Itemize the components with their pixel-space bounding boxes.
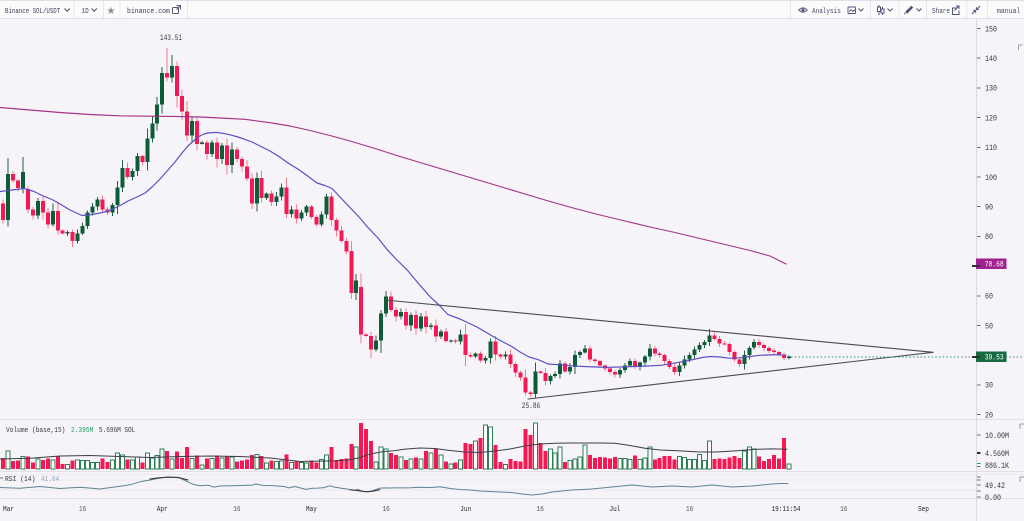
svg-text:manual: manual (997, 8, 1020, 16)
svg-text:16: 16 (537, 506, 545, 514)
svg-text:0.00: 0.00 (985, 494, 1001, 503)
svg-text:Apr: Apr (157, 506, 168, 514)
svg-text:10.00M: 10.00M (985, 432, 1009, 441)
svg-text:25.86: 25.86 (522, 402, 541, 411)
svg-text:Jul: Jul (610, 506, 621, 514)
svg-text:16: 16 (382, 506, 390, 514)
svg-text:110: 110 (985, 144, 997, 153)
svg-text:Volume (base,15): Volume (base,15) (6, 427, 65, 435)
svg-text:Jun: Jun (460, 506, 471, 514)
svg-text:150: 150 (985, 25, 997, 34)
svg-text:100: 100 (985, 174, 997, 183)
svg-text:Binance SOL/USDT: Binance SOL/USDT (5, 8, 60, 16)
svg-text:20: 20 (985, 411, 993, 420)
svg-text:May: May (306, 506, 317, 514)
svg-text:143.51: 143.51 (160, 34, 182, 43)
svg-text:2.395M: 2.395M (71, 427, 94, 435)
svg-text:16: 16 (686, 506, 694, 514)
svg-text:Analysis: Analysis (812, 8, 841, 16)
svg-text:RSI (14): RSI (14) (5, 476, 35, 484)
svg-text:50: 50 (985, 322, 993, 331)
svg-text:16: 16 (79, 506, 87, 514)
svg-text:120: 120 (985, 114, 997, 123)
svg-text:39.53: 39.53 (985, 354, 1004, 363)
svg-text:60: 60 (985, 293, 993, 302)
svg-text:886.1K: 886.1K (985, 462, 1009, 471)
svg-text:Mar: Mar (3, 506, 14, 514)
svg-text:16: 16 (233, 506, 241, 514)
svg-text:Sep: Sep (918, 506, 929, 514)
svg-text:5.696M SOL: 5.696M SOL (99, 427, 136, 435)
svg-text:70.68: 70.68 (985, 261, 1004, 270)
svg-text:41.84: 41.84 (41, 476, 60, 484)
svg-text:1D: 1D (82, 8, 89, 16)
svg-text:80: 80 (985, 233, 993, 242)
svg-text:90: 90 (985, 204, 993, 213)
svg-text:binance.com: binance.com (127, 8, 170, 16)
svg-text:★: ★ (107, 6, 116, 17)
svg-text:16: 16 (840, 506, 848, 514)
svg-text:30: 30 (985, 382, 993, 391)
svg-text:4.560M: 4.560M (985, 450, 1009, 459)
svg-text:130: 130 (985, 85, 997, 94)
svg-text:19:11:54: 19:11:54 (771, 506, 800, 514)
svg-text:Share: Share (932, 8, 950, 16)
svg-text:140: 140 (985, 55, 997, 64)
svg-text:49.42: 49.42 (985, 482, 1005, 491)
